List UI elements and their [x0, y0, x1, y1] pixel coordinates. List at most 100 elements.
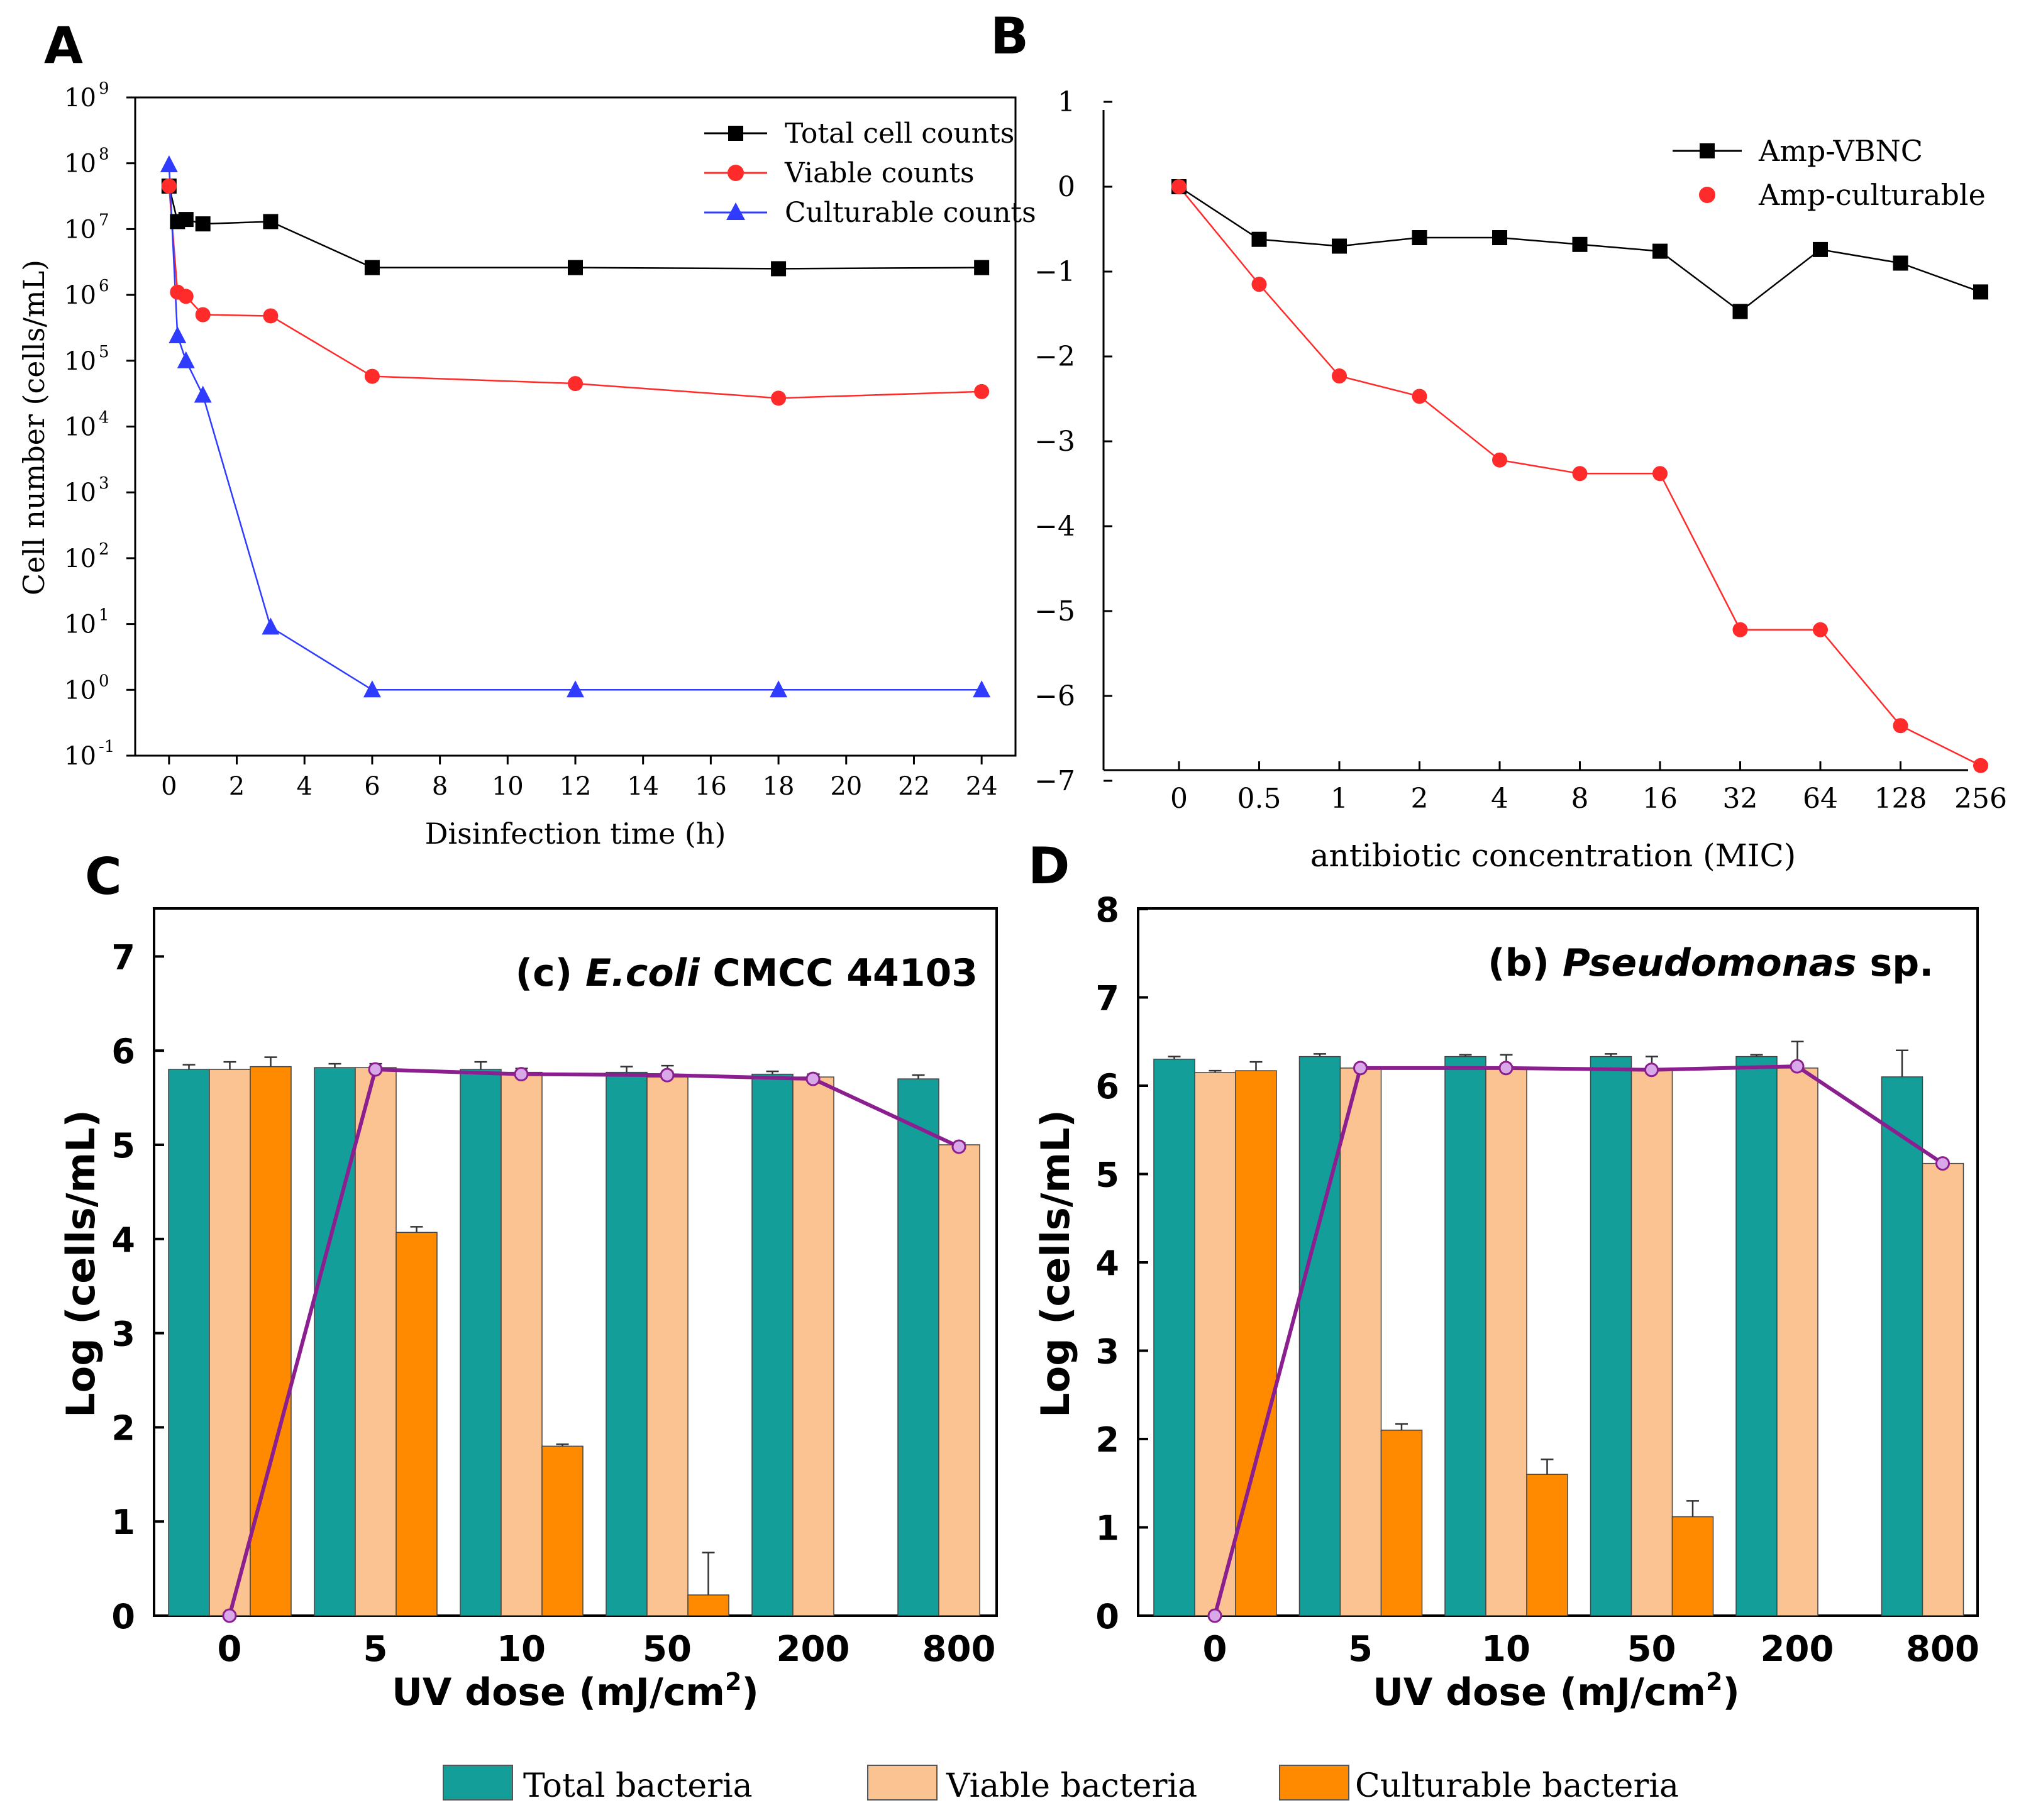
chart-b-point-amp-culturable [1572, 466, 1588, 482]
chart-c-bar-total-bacteria [751, 1073, 794, 1616]
chart-d-title: (b) Pseudomonas sp. [1488, 941, 1934, 985]
chart-a-point-total-cell-counts [364, 260, 380, 275]
chart-a-x-tick-label: 18 [763, 772, 795, 801]
chart-b-x-tick-label: 2 [1411, 783, 1429, 815]
chart-a-point-viable-counts [364, 368, 380, 384]
chart-d-y-tick-label: 6 [1095, 1067, 1119, 1106]
chart-a-y-tick-exponent: 8 [99, 145, 109, 164]
chart-a-point-total-cell-counts [178, 212, 194, 228]
chart-a-point-culturable-counts [160, 155, 178, 173]
chart-a-y-tick-label: 10 [64, 413, 96, 442]
chart-d-bar-viable-bacteria [1339, 1067, 1382, 1616]
chart-d-bars [1153, 1040, 1964, 1616]
chart-a-point-total-cell-counts [974, 260, 990, 275]
chart-b-x-tick-label: 0.5 [1237, 783, 1281, 815]
chart-d-vbnc-point [1498, 1061, 1514, 1076]
chart-c-x-axis-label-sup: 2 [725, 1668, 741, 1696]
chart-b-point-amp-culturable [1251, 277, 1267, 292]
chart-b-y-tick-label: −7 [1034, 765, 1075, 797]
chart-b-point-amp-culturable [1412, 389, 1427, 404]
chart-d-bar-total-bacteria [1590, 1056, 1632, 1616]
chart-d-vbnc-point [1935, 1156, 1950, 1171]
chart-a-y-tick-exponent: 0 [99, 671, 109, 690]
chart-a-x-tick-label: 8 [432, 772, 448, 801]
chart-c-bar-total-bacteria [314, 1067, 356, 1616]
chart-c-bar-total-bacteria [168, 1069, 210, 1616]
chart-a-point-culturable-counts [169, 326, 187, 343]
legend-a-culturable-label: Culturable counts [785, 197, 1036, 229]
chart-b-legend: Amp-VBNC Amp-culturable [1673, 134, 1986, 212]
chart-a-point-culturable-counts [262, 617, 280, 635]
legend-b-vbnc-label: Amp-VBNC [1758, 134, 1923, 168]
chart-d-bar-viable-bacteria [1922, 1162, 1964, 1616]
chart-c-x-tick-label: 5 [363, 1629, 388, 1670]
chart-d-x-axis-label: UV dose (mJ/cm2) [1373, 1668, 1740, 1714]
chart-a-point-culturable-counts [973, 680, 991, 698]
chart-c: 0 1 2 3 4 5 6 7 0 5 10 50 200 800 (c) E.coli CMCC 441… [58, 907, 998, 1714]
bottom-legend-total-label: Total bacteria [523, 1767, 753, 1805]
legend-b-culturable-label: Amp-culturable [1758, 178, 1986, 212]
chart-c-bar-culturable-bacteria [396, 1232, 438, 1616]
chart-a-x-tick-label: 16 [695, 772, 727, 801]
chart-c-y-tick-label: 4 [111, 1220, 135, 1260]
chart-a-y-tick-exponent: 7 [99, 211, 109, 229]
chart-a-y-tick-exponent: 6 [99, 277, 109, 295]
chart-b-x-tick-label: 128 [1874, 783, 1927, 815]
chart-c-bar-total-bacteria [606, 1071, 648, 1616]
legend-b-vbnc-marker [1700, 143, 1715, 158]
chart-d-vbnc-line [1213, 1064, 1944, 1616]
chart-c-y-tick-label: 7 [111, 937, 135, 977]
chart-b-axes: 0 0.5 1 2 4 8 16 32 64 128 256 1 0 −1 −2 −3 −4 −5 −6 −7 [1034, 86, 2007, 815]
chart-c-bar-culturable-bacteria [250, 1066, 292, 1616]
chart-b-point-amp-vbnc [1412, 230, 1427, 245]
chart-c-y-tick-label: 3 [111, 1315, 135, 1354]
chart-a-y-tick-exponent: 2 [99, 540, 109, 559]
chart-c-bar-total-bacteria [897, 1078, 939, 1616]
chart-d-x-axis-label-end: ) [1722, 1670, 1739, 1714]
chart-b-point-amp-culturable [1813, 622, 1828, 637]
chart-b-point-amp-culturable [1332, 368, 1347, 384]
chart-a-point-culturable-counts [177, 351, 195, 368]
chart-c-y-axis-label: Log (cells/mL) [58, 1110, 104, 1418]
chart-c-bar-viable-bacteria [355, 1067, 397, 1616]
chart-a-point-total-cell-counts [568, 260, 583, 275]
chart-c-line [222, 1062, 966, 1623]
chart-c-bars [168, 1056, 980, 1616]
chart-d-x-tick-label: 5 [1348, 1629, 1373, 1670]
chart-d-y-tick-label: 0 [1095, 1597, 1119, 1636]
chart-b-x-tick-label: 32 [1723, 783, 1758, 815]
chart-a-point-viable-counts [178, 289, 194, 304]
chart-a-x-tick-label: 0 [161, 772, 177, 801]
chart-b-point-amp-vbnc [1652, 243, 1668, 259]
bottom-legend-culturable-label: Culturable bacteria [1355, 1767, 1679, 1805]
panel-label-d: D [1028, 837, 1070, 895]
panel-label-c: C [85, 847, 122, 906]
chart-a-y-tick-exponent: 5 [99, 343, 109, 361]
chart-a-y-tick-label: 10 [64, 84, 96, 113]
chart-b-point-amp-vbnc [1492, 230, 1507, 245]
panel-label-a: A [44, 16, 83, 75]
chart-c-vbnc-point [660, 1067, 675, 1083]
chart-a-y-axis-label: Cell number (cells/mL) [17, 260, 51, 595]
chart-b-point-amp-culturable [1652, 466, 1668, 482]
chart-d-bar-total-bacteria [1735, 1056, 1778, 1616]
chart-a-y-tick-label: 10 [64, 150, 96, 179]
chart-a-x-axis-label: Disinfection time (h) [425, 817, 726, 851]
chart-c-bar-viable-bacteria [792, 1076, 834, 1616]
chart-d-y-tick-label: 7 [1095, 979, 1119, 1018]
chart-a-point-viable-counts [568, 376, 583, 392]
chart-d-line [1207, 1059, 1950, 1623]
chart-d-vbnc-point [1207, 1608, 1222, 1623]
chart-d-x-tick-label: 50 [1627, 1629, 1676, 1670]
chart-a-point-culturable-counts [567, 680, 584, 698]
chart-c-vbnc-point [951, 1139, 966, 1154]
chart-d-title-suffix: sp. [1857, 941, 1934, 985]
chart-b-point-amp-culturable [1973, 758, 1988, 773]
chart-d-y-tick-label: 3 [1095, 1332, 1119, 1372]
chart-a-point-viable-counts [263, 308, 279, 324]
chart-a-y-tick-label: 10 [64, 347, 96, 376]
legend-a-viable-label: Viable counts [784, 157, 975, 189]
chart-c-x-tick-label: 800 [922, 1629, 996, 1670]
chart-d: 0 1 2 3 4 5 6 7 8 0 5 10 50 200 800 (b) Pseudomonas sp… [1032, 890, 1979, 1714]
chart-b-point-amp-culturable [1492, 452, 1507, 468]
